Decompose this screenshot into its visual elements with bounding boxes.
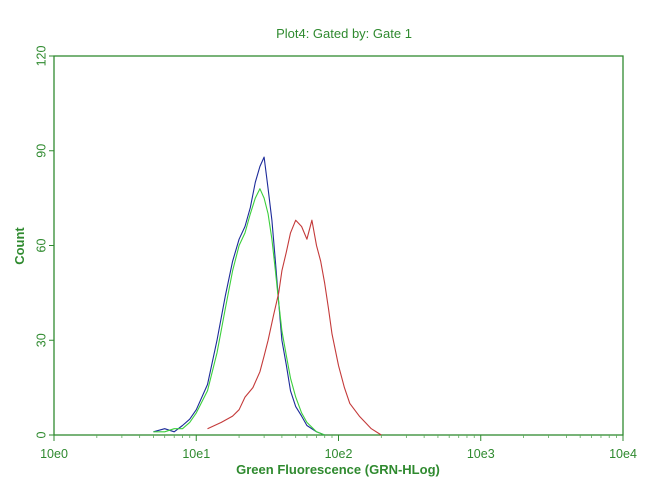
plot-frame: [53, 55, 624, 436]
y-axis: 0 30 60 90 120: [34, 46, 54, 438]
x-tick-label: 10e4: [609, 447, 637, 461]
series-line-2: [153, 188, 325, 436]
y-tick-label: 0: [34, 431, 48, 438]
chart-title: Plot4: Gated by: Gate 1: [276, 26, 412, 41]
y-tick-label: 90: [34, 144, 48, 158]
y-tick-label: 120: [34, 46, 48, 67]
series-line-3: [207, 219, 382, 436]
x-tick-label: 10e0: [40, 447, 68, 461]
x-axis: 10e0 10e1 10e2 10e3 10e4: [40, 435, 637, 461]
x-tick-label: 10e1: [182, 447, 210, 461]
series-layer: [153, 156, 382, 436]
x-axis-label: Green Fluorescence (GRN-HLog): [236, 462, 440, 477]
y-tick-label: 30: [34, 333, 48, 347]
y-axis-label: Count: [12, 227, 27, 265]
x-tick-label: 10e2: [325, 447, 353, 461]
x-tick-label: 10e3: [467, 447, 495, 461]
y-tick-label: 60: [34, 239, 48, 253]
series-line-1: [153, 156, 325, 436]
